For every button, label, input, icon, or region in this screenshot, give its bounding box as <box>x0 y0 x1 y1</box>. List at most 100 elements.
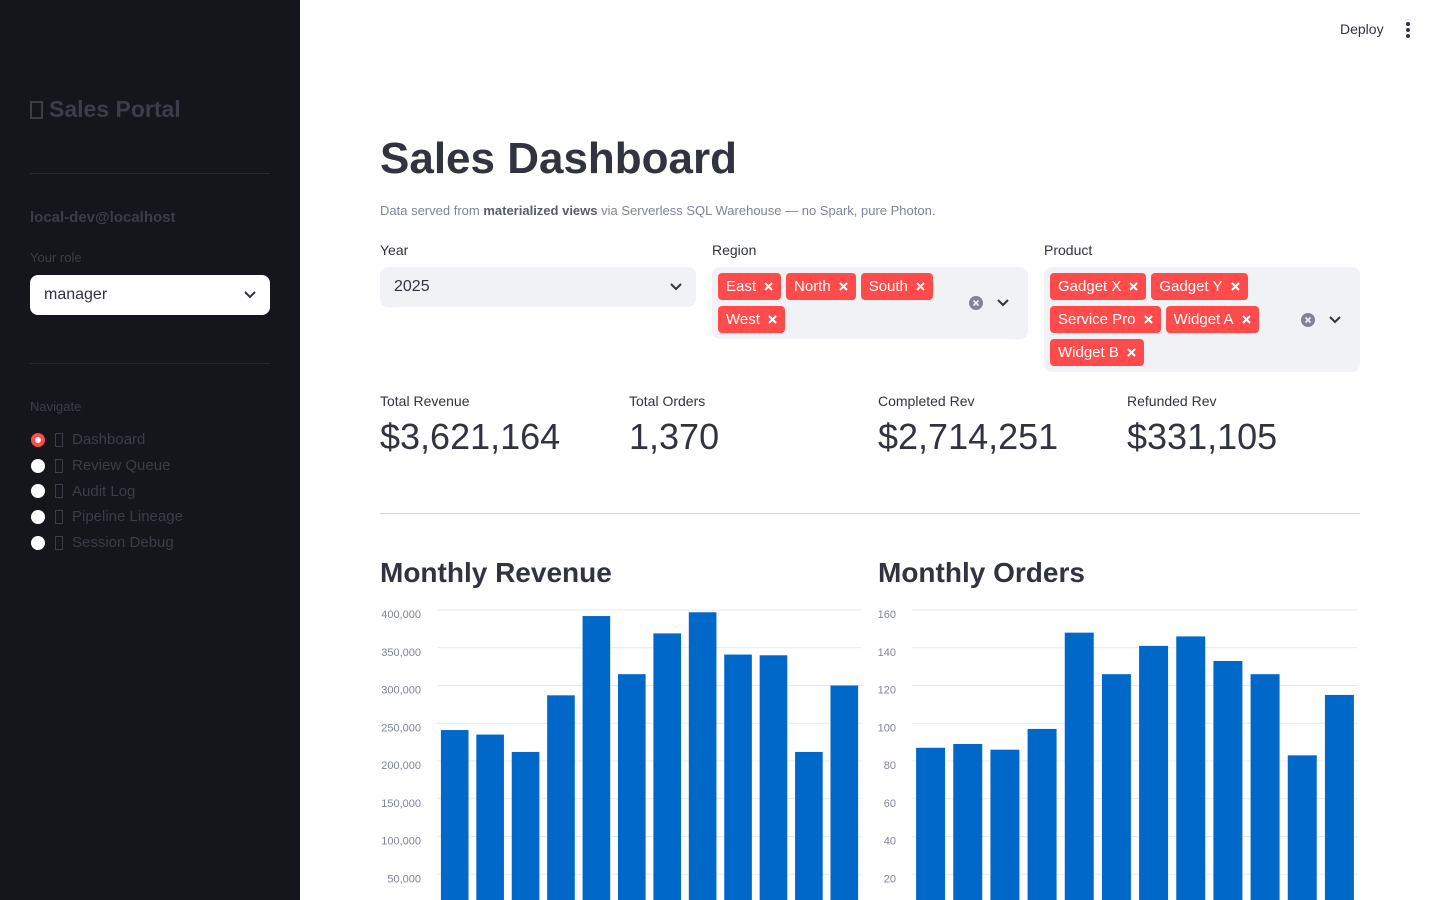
y-tick-label: 150,000 <box>381 798 421 810</box>
bar <box>547 695 575 900</box>
tag[interactable]: South <box>860 273 933 300</box>
x-icon <box>1143 315 1153 324</box>
radio-dot <box>31 458 45 473</box>
nav-text: Pipeline Lineage <box>72 508 183 526</box>
tag-remove[interactable] <box>1143 315 1153 324</box>
radio <box>31 535 45 550</box>
icon-box <box>55 432 63 447</box>
year-select[interactable]: 2025 <box>380 267 696 307</box>
radio <box>31 509 45 524</box>
controls[interactable] <box>1300 312 1346 328</box>
tag[interactable]: Service Pro <box>1050 306 1161 333</box>
region-select[interactable]: East North South West <box>712 267 1028 339</box>
chevron <box>244 291 256 299</box>
chevron <box>997 299 1009 307</box>
icon <box>55 484 63 499</box>
tag[interactable]: West <box>718 306 785 333</box>
bar <box>1101 674 1131 900</box>
nav-item[interactable]: Review Queue <box>30 453 183 479</box>
chart: 20 40 60 80 100 120 140 160 <box>878 609 1358 900</box>
caption: Data served from materialized views via … <box>380 203 935 218</box>
tag-remove[interactable] <box>1129 282 1139 291</box>
role-value: manager <box>44 286 108 303</box>
icon <box>55 509 63 524</box>
y-tick-label: 400,000 <box>381 609 421 621</box>
tag-remove[interactable] <box>764 282 773 291</box>
bar <box>953 744 983 900</box>
nav-item[interactable]: Dashboard <box>30 427 183 453</box>
tag-remove[interactable] <box>838 282 848 291</box>
title-text: Sales Portal <box>49 96 181 122</box>
x-icon <box>1129 282 1139 291</box>
tags: Gadget X Gadget Y Service Pro Widget A Widge… <box>1044 267 1301 372</box>
icon <box>30 100 43 119</box>
tag[interactable]: North <box>786 273 856 300</box>
controls[interactable] <box>968 295 1014 311</box>
bar <box>688 612 717 900</box>
chevron <box>1329 315 1341 323</box>
icon-box <box>55 484 63 499</box>
bar <box>916 747 946 900</box>
nav-text: Dashboard <box>72 431 146 449</box>
tag-text: Gadget Y <box>1159 278 1223 295</box>
tag[interactable]: Widget A <box>1165 306 1259 333</box>
tag[interactable]: Gadget X <box>1050 273 1147 300</box>
tag-remove[interactable] <box>916 282 925 291</box>
tag-remove[interactable] <box>1127 348 1136 357</box>
radio-center <box>35 436 41 443</box>
filter-label: Year <box>380 242 409 258</box>
bar <box>795 751 823 900</box>
nav-label: Navigate <box>30 399 82 414</box>
tag-text: Service Pro <box>1058 311 1136 328</box>
sidebar-title: Sales Portal <box>30 96 181 123</box>
bar <box>1064 632 1094 900</box>
nav-item[interactable]: Audit Log <box>30 478 183 504</box>
tag[interactable]: Gadget Y <box>1151 273 1248 300</box>
sidebar: Sales Portal local-dev@localhost Your ro… <box>0 0 300 900</box>
bar <box>759 655 788 900</box>
clear-x <box>1304 316 1312 323</box>
nav-item[interactable]: Pipeline Lineage <box>30 504 183 530</box>
bar <box>724 654 752 900</box>
y-tick-label: 350,000 <box>381 647 421 659</box>
year-value: 2025 <box>394 278 430 295</box>
tag-remove[interactable] <box>768 315 777 324</box>
clear-x <box>972 299 980 307</box>
user: local-dev@localhost <box>30 209 176 226</box>
tag-remove[interactable] <box>1241 315 1251 324</box>
nav-text: Review Queue <box>72 457 171 475</box>
nav: Dashboard Review Queue Audit Log Pipeline L… <box>30 427 183 555</box>
page-title: Sales Dashboard <box>380 134 738 183</box>
chart: 50,000 100,000 150,000 200,000 250,000 300,00… <box>381 609 862 900</box>
tag-text: Gadget X <box>1058 278 1122 295</box>
tag-remove[interactable] <box>1230 282 1240 291</box>
metric-label: Total Orders <box>629 393 706 409</box>
tag-text: Widget B <box>1058 344 1119 361</box>
product-select[interactable]: Gadget X Gadget Y Service Pro Widget A Widge… <box>1044 267 1360 372</box>
y-tick-label: 160 <box>878 609 896 621</box>
bar <box>1027 728 1057 900</box>
nav-text: Audit Log <box>72 482 136 500</box>
metric-value: 1,370 <box>629 416 720 457</box>
role-label: Your role <box>30 250 82 265</box>
tag-text: Widget A <box>1173 311 1234 328</box>
filter-label: Product <box>1044 242 1093 258</box>
y-tick-label: 300,000 <box>381 685 421 697</box>
chevron <box>670 283 682 291</box>
tag[interactable]: Widget B <box>1050 339 1144 366</box>
role-select[interactable]: manager <box>30 275 270 315</box>
tag-text: East <box>726 278 757 295</box>
x-icon <box>1241 315 1251 324</box>
chart-title: Monthly Revenue <box>380 557 612 588</box>
tag[interactable]: East <box>718 273 782 300</box>
menu-button[interactable] <box>1402 21 1414 39</box>
deploy-button[interactable]: Deploy <box>1340 21 1384 37</box>
x-icon <box>1127 348 1136 357</box>
tag-text: West <box>726 311 760 328</box>
bar <box>582 616 611 900</box>
icon <box>55 458 63 473</box>
nav-item[interactable]: Session Debug <box>30 530 183 556</box>
radio <box>31 484 45 499</box>
x-icon <box>768 315 777 324</box>
tags: East North South West <box>712 267 969 339</box>
